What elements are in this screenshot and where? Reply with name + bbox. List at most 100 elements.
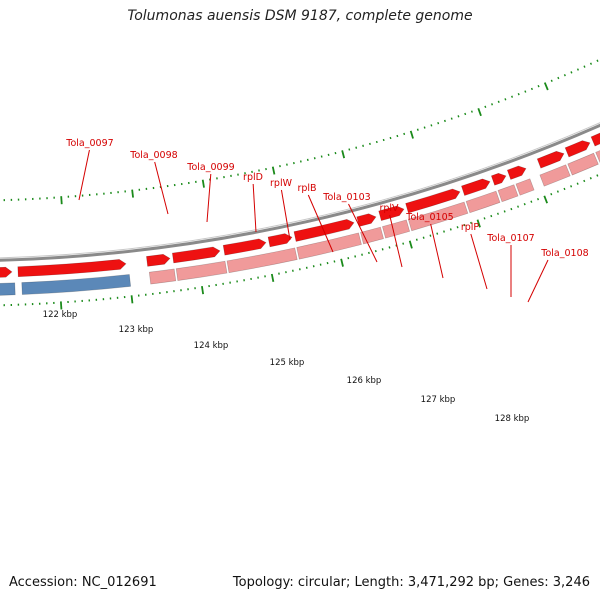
inner-tick [389, 136, 392, 140]
kbp-label: 126 kbp [347, 376, 382, 386]
outer-tick [429, 234, 432, 237]
inner-tick [557, 76, 560, 80]
outer-tick [408, 240, 413, 249]
operon-segment [296, 232, 362, 260]
operon-segment [465, 190, 501, 214]
operon-segment [497, 184, 519, 203]
inner-tick [596, 59, 599, 62]
tick-marks [3, 59, 599, 310]
inner-tick [537, 85, 540, 88]
inner-tick [450, 117, 453, 120]
outer-tick [381, 248, 384, 251]
label-leader-line [154, 161, 169, 215]
kbp-label: 122 kbp [43, 310, 78, 320]
outer-tick [496, 212, 499, 215]
operon-segment [175, 260, 228, 281]
inner-tick [403, 132, 406, 136]
inner-tick [497, 100, 500, 104]
outer-tick [415, 238, 418, 241]
cds-arrow [590, 132, 600, 147]
operon-segment [382, 219, 411, 239]
kbp-label: 125 kbp [270, 358, 305, 368]
outer-tick [589, 177, 592, 180]
cds-arrow [0, 266, 13, 278]
label-leader-line [470, 233, 488, 290]
operon-segment [539, 164, 571, 187]
inner-tick [375, 140, 378, 144]
kbp-label: 124 kbp [194, 341, 229, 351]
outer-tick [443, 230, 445, 233]
inner-tick [60, 196, 63, 205]
outer-tick [463, 223, 466, 227]
inner-tick [511, 95, 514, 98]
outer-tick [388, 246, 391, 249]
inner-tick [477, 107, 482, 117]
backbone-arc [0, 123, 600, 262]
gene-label: Tola_0097 [65, 138, 113, 149]
label-leader-line [280, 189, 291, 241]
inner-tick [484, 105, 487, 108]
outer-tick [367, 251, 370, 255]
inner-tick [369, 142, 371, 146]
cds-arrow [461, 178, 491, 196]
outer-tick [503, 210, 506, 213]
gene-blue-bar [0, 282, 16, 296]
inner-tick [341, 150, 346, 159]
inner-tick [201, 179, 205, 188]
outer-tick [130, 295, 134, 304]
inner-tick [362, 144, 365, 147]
cds-arrow [222, 238, 267, 256]
outer-tick [470, 221, 473, 225]
outer-tick [510, 207, 513, 211]
gene-label: rplD [243, 172, 263, 183]
inner-tick [517, 92, 520, 96]
map-title: Tolumonas auensis DSM 9187, complete gen… [127, 8, 473, 24]
cds-arrow [378, 205, 405, 222]
outer-tick [422, 236, 425, 239]
outer-tick [483, 217, 486, 220]
outer-tick [59, 301, 63, 310]
label-leader-line [348, 203, 378, 263]
label-leader-line [206, 173, 212, 223]
label-leader-line [78, 149, 90, 201]
genome-backbone [0, 122, 600, 262]
gene-labels: Tola_0097 Tola_0098 Tola_0099 rplD rplW rplB T… [65, 138, 588, 259]
outer-tick [374, 249, 377, 253]
inner-tick [530, 87, 533, 91]
outer-tick [402, 242, 405, 245]
kbp-label: 128 kbp [495, 414, 530, 424]
outer-tick [395, 244, 398, 247]
backbone-highlight [0, 122, 600, 259]
gene-label: Tola_0103 [322, 192, 370, 203]
gene-label: rplW [270, 178, 293, 189]
cds-arrow [267, 233, 293, 248]
outer-tick [201, 286, 205, 295]
inner-tick [470, 110, 473, 113]
gene-label: Tola_0098 [129, 150, 177, 161]
cds-arrow [356, 213, 377, 227]
outer-tick [583, 179, 586, 183]
kbp-labels: 122 kbp 123 kbp 124 kbp 125 kbp 126 kbp 127 k… [43, 310, 530, 424]
outer-tick [563, 187, 566, 191]
outer-tick [530, 200, 533, 203]
outer-tick [576, 182, 579, 185]
inner-tick [131, 189, 134, 198]
label-leader-line [389, 214, 403, 268]
inner-tick [491, 103, 494, 106]
inner-tick [524, 90, 527, 93]
inner-tick [423, 126, 426, 129]
operon-segment [226, 247, 298, 274]
inner-tick [576, 68, 579, 71]
inner-tick [563, 74, 566, 77]
label-leader-line [307, 194, 334, 253]
inner-tick [382, 138, 385, 142]
outer-tick [550, 192, 553, 196]
label-leader-line [252, 183, 257, 233]
genome-summary: Topology: circular; Length: 3,471,292 bp… [232, 575, 590, 590]
inner-tick [409, 130, 414, 139]
gene-label: rplP [461, 222, 480, 233]
cds-arrow [17, 259, 127, 278]
inner-tick [396, 134, 399, 138]
outer-tick [436, 232, 439, 235]
